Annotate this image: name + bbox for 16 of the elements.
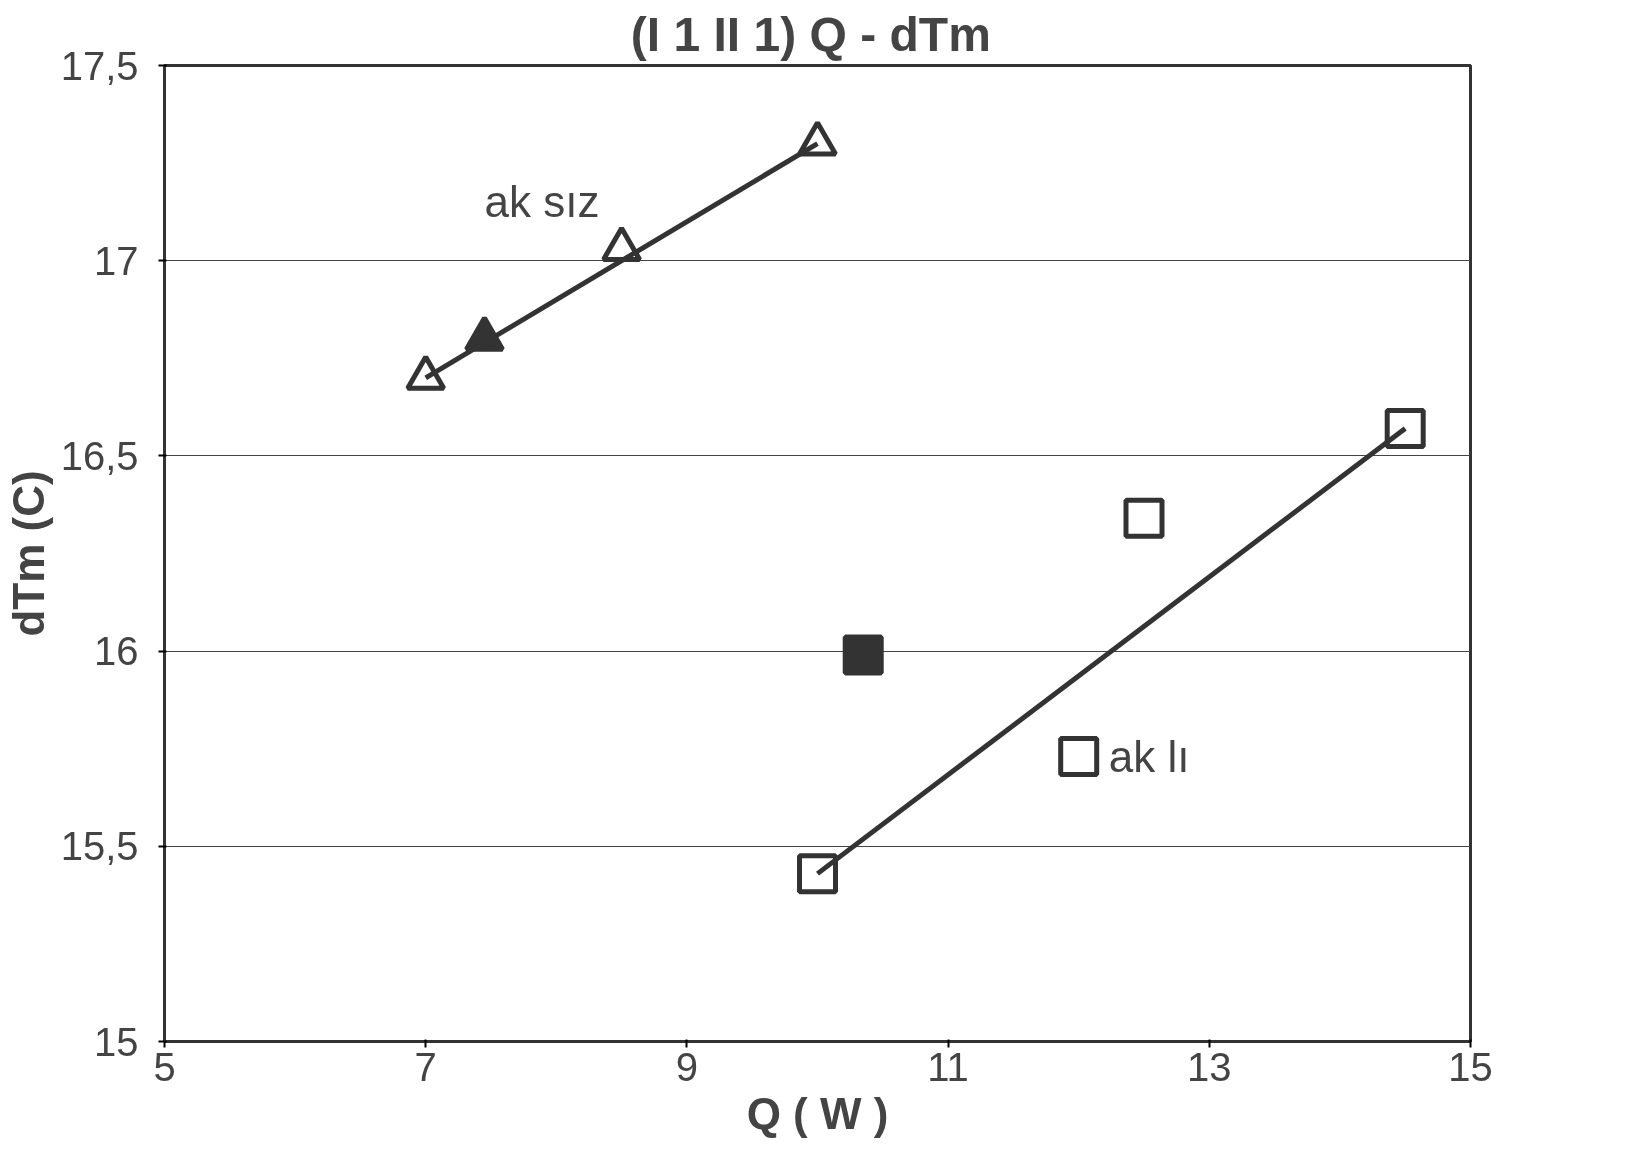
y-tick-label: 15,5: [60, 824, 139, 869]
annotation: ak sız: [484, 177, 600, 226]
x-tick-label: 7: [414, 1044, 437, 1089]
y-tick-label: 17: [94, 238, 139, 283]
chart-title: (I 1 II 1) Q - dTm: [630, 7, 991, 61]
x-tick-label: 11: [927, 1044, 969, 1089]
y-axis-title: dTm (C): [3, 470, 53, 637]
x-tick-label: 9: [675, 1044, 699, 1089]
x-tick-label: 5: [153, 1044, 176, 1089]
y-tick-label: 16,5: [60, 433, 139, 478]
y-tick-label: 16: [94, 629, 139, 674]
x-tick-label: 13: [1187, 1044, 1232, 1089]
x-axis-title: Q ( W ): [746, 1088, 889, 1138]
x-tick-label: 15: [1448, 1044, 1493, 1089]
annotation: ak lı: [1108, 732, 1190, 782]
y-tick-label: 17,5: [60, 43, 139, 88]
